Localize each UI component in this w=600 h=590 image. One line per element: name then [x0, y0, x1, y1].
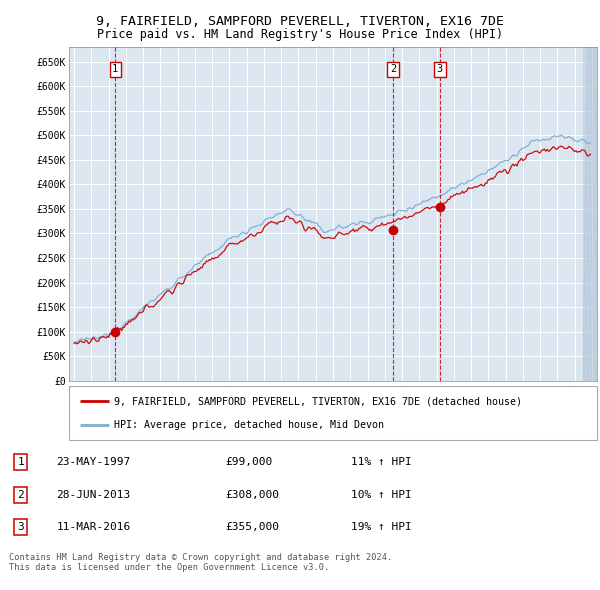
- Bar: [583, 47, 597, 381]
- Text: £99,000: £99,000: [226, 457, 273, 467]
- Text: This data is licensed under the Open Government Licence v3.0.: This data is licensed under the Open Gov…: [9, 563, 329, 572]
- Text: 19% ↑ HPI: 19% ↑ HPI: [350, 522, 411, 532]
- Text: 2: 2: [390, 64, 397, 74]
- FancyBboxPatch shape: [69, 386, 597, 440]
- Text: 3: 3: [17, 522, 24, 532]
- Text: 1: 1: [112, 64, 118, 74]
- Text: 11-MAR-2016: 11-MAR-2016: [56, 522, 131, 532]
- Text: 9, FAIRFIELD, SAMPFORD PEVERELL, TIVERTON, EX16 7DE (detached house): 9, FAIRFIELD, SAMPFORD PEVERELL, TIVERTO…: [114, 396, 522, 407]
- Text: Contains HM Land Registry data © Crown copyright and database right 2024.: Contains HM Land Registry data © Crown c…: [9, 553, 392, 562]
- Text: 3: 3: [437, 64, 443, 74]
- Text: 28-JUN-2013: 28-JUN-2013: [56, 490, 131, 500]
- Text: HPI: Average price, detached house, Mid Devon: HPI: Average price, detached house, Mid …: [114, 419, 384, 430]
- Text: £355,000: £355,000: [226, 522, 280, 532]
- Text: £308,000: £308,000: [226, 490, 280, 500]
- Text: Price paid vs. HM Land Registry's House Price Index (HPI): Price paid vs. HM Land Registry's House …: [97, 28, 503, 41]
- Text: 2: 2: [17, 490, 24, 500]
- Text: 10% ↑ HPI: 10% ↑ HPI: [350, 490, 411, 500]
- Text: 11% ↑ HPI: 11% ↑ HPI: [350, 457, 411, 467]
- Text: 1: 1: [17, 457, 24, 467]
- Text: 23-MAY-1997: 23-MAY-1997: [56, 457, 131, 467]
- Text: 9, FAIRFIELD, SAMPFORD PEVERELL, TIVERTON, EX16 7DE: 9, FAIRFIELD, SAMPFORD PEVERELL, TIVERTO…: [96, 15, 504, 28]
